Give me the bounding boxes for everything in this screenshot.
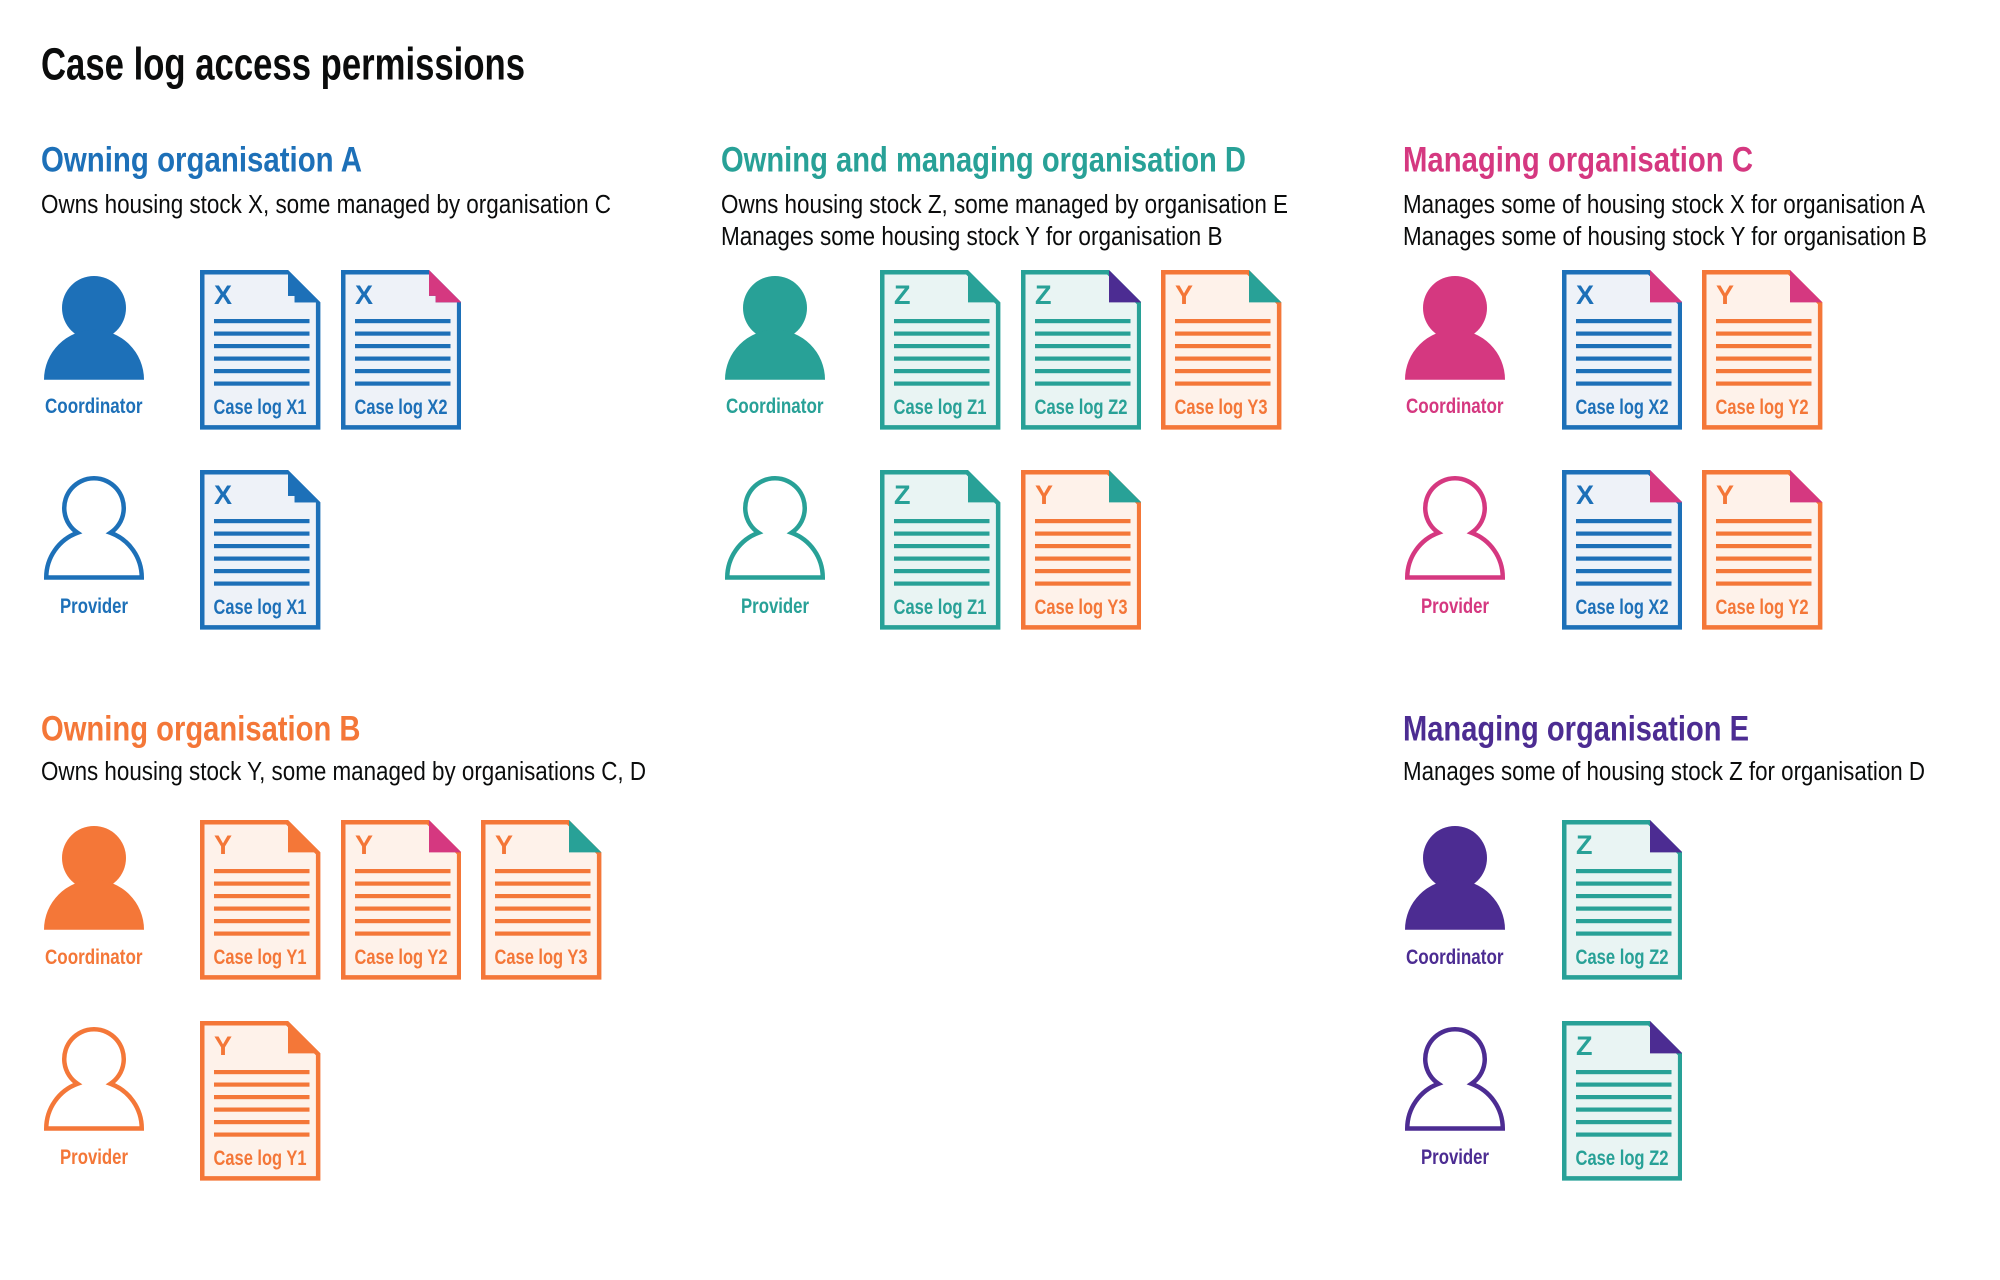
svg-text:Case log Z1: Case log Z1 — [894, 396, 987, 419]
svg-text:Manages some of housing stock: Manages some of housing stock Y for orga… — [1403, 222, 1927, 252]
svg-text:Y: Y — [214, 1031, 232, 1061]
svg-text:Manages some housing stock Y f: Manages some housing stock Y for organis… — [721, 222, 1223, 252]
svg-text:Case log X1: Case log X1 — [214, 396, 307, 419]
svg-text:Manages some of housing stock: Manages some of housing stock X for orga… — [1403, 189, 1925, 219]
svg-text:Provider: Provider — [60, 1146, 128, 1169]
svg-text:Owns housing stock Y, some man: Owns housing stock Y, some managed by or… — [41, 756, 646, 786]
svg-text:Manages some of housing stock: Manages some of housing stock Z for orga… — [1403, 756, 1925, 786]
svg-text:Coordinator: Coordinator — [45, 395, 143, 418]
svg-text:Case log Y2: Case log Y2 — [1716, 396, 1809, 419]
svg-text:Coordinator: Coordinator — [1406, 946, 1504, 969]
svg-text:X: X — [214, 480, 232, 510]
svg-text:Case log Y1: Case log Y1 — [214, 1147, 307, 1170]
svg-text:Z: Z — [1576, 1031, 1593, 1061]
svg-text:Case log Z2: Case log Z2 — [1034, 396, 1127, 419]
svg-text:X: X — [214, 280, 232, 310]
svg-text:Provider: Provider — [1421, 1146, 1489, 1169]
svg-text:Z: Z — [1576, 830, 1593, 860]
svg-text:X: X — [355, 280, 373, 310]
svg-text:Y: Y — [495, 830, 513, 860]
svg-text:Y: Y — [1716, 280, 1734, 310]
svg-text:Coordinator: Coordinator — [1406, 395, 1504, 418]
svg-text:Y: Y — [214, 830, 232, 860]
svg-text:Case log X1: Case log X1 — [214, 596, 307, 619]
svg-text:Provider: Provider — [60, 595, 128, 618]
svg-text:Case log X2: Case log X2 — [1575, 596, 1668, 619]
svg-text:Owning organisation A: Owning organisation A — [41, 140, 362, 179]
svg-text:X: X — [1576, 280, 1594, 310]
svg-text:Coordinator: Coordinator — [45, 946, 143, 969]
svg-text:Y: Y — [355, 830, 373, 860]
svg-text:Managing organisation C: Managing organisation C — [1403, 140, 1753, 179]
svg-text:Owns housing stock Z, some man: Owns housing stock Z, some managed by or… — [721, 189, 1288, 219]
svg-text:Owning and managing organisati: Owning and managing organisation D — [721, 140, 1246, 179]
svg-text:Case log access permissions: Case log access permissions — [41, 38, 525, 89]
svg-text:Z: Z — [894, 280, 911, 310]
svg-text:Owning organisation B: Owning organisation B — [41, 709, 361, 748]
svg-text:Provider: Provider — [1421, 595, 1489, 618]
svg-text:X: X — [1576, 480, 1594, 510]
svg-text:Case log Y3: Case log Y3 — [495, 946, 588, 969]
svg-text:Managing organisation E: Managing organisation E — [1403, 709, 1749, 748]
svg-text:Case log Z1: Case log Z1 — [894, 596, 987, 619]
svg-text:Owns housing stock X, some man: Owns housing stock X, some managed by or… — [41, 189, 611, 219]
svg-text:Y: Y — [1175, 280, 1193, 310]
svg-text:Case log Y2: Case log Y2 — [1716, 596, 1809, 619]
svg-text:Coordinator: Coordinator — [726, 395, 824, 418]
svg-text:Y: Y — [1716, 480, 1734, 510]
svg-text:Case log X2: Case log X2 — [354, 396, 447, 419]
svg-text:Case log Z2: Case log Z2 — [1575, 1147, 1668, 1170]
svg-text:Y: Y — [1035, 480, 1053, 510]
svg-text:Case log Y3: Case log Y3 — [1175, 396, 1268, 419]
svg-text:Case log Y2: Case log Y2 — [354, 946, 447, 969]
svg-text:Z: Z — [1035, 280, 1052, 310]
svg-text:Case log Z2: Case log Z2 — [1575, 946, 1668, 969]
svg-text:Case log Y1: Case log Y1 — [214, 946, 307, 969]
svg-text:Z: Z — [894, 480, 911, 510]
svg-text:Case log X2: Case log X2 — [1575, 396, 1668, 419]
svg-text:Case log Y3: Case log Y3 — [1034, 596, 1127, 619]
svg-text:Provider: Provider — [741, 595, 809, 618]
